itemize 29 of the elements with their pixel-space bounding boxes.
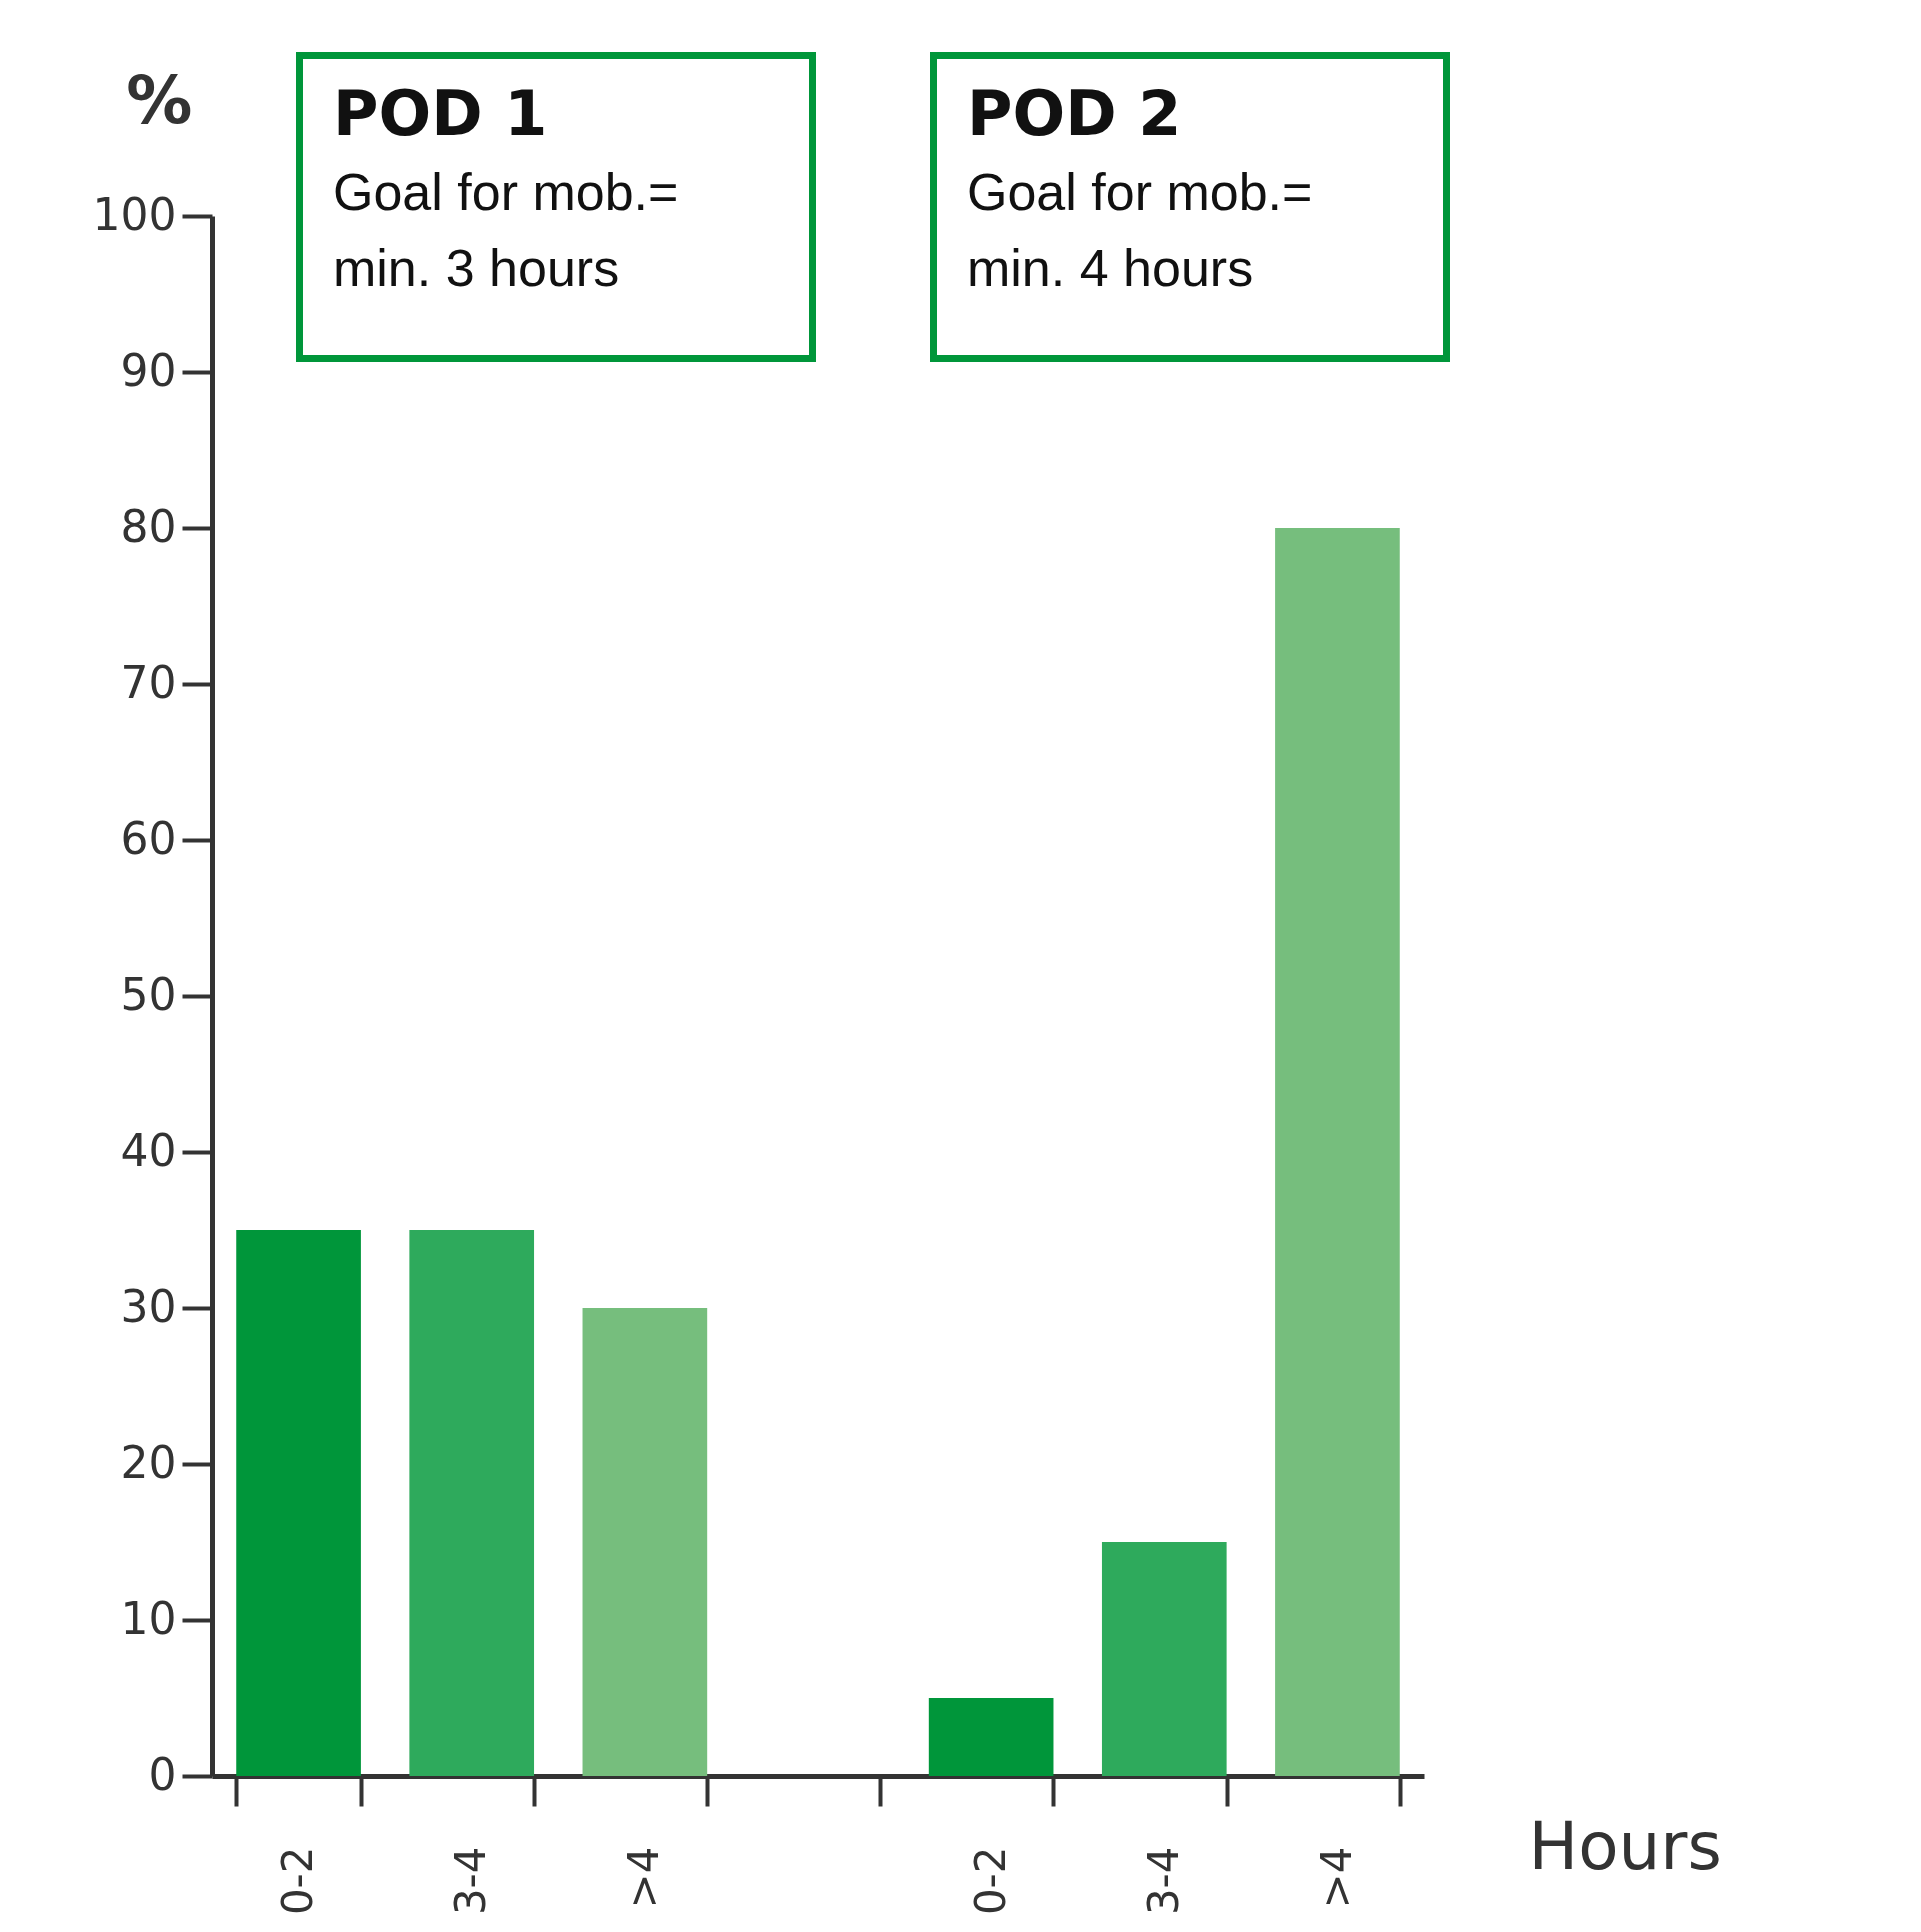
bar (236, 1230, 361, 1776)
x-tick-label: 3-4 (446, 1846, 496, 1916)
y-tick-label: 70 (120, 656, 177, 708)
bar (582, 1308, 708, 1776)
bar (1275, 528, 1400, 1776)
x-tick-label: >4 (619, 1846, 669, 1909)
y-tick-label: 90 (120, 344, 177, 396)
bar (928, 1698, 1054, 1776)
text: POD 1 (333, 77, 549, 152)
y-tick-label: 60 (120, 812, 177, 864)
y-tick-label: 40 (120, 1124, 177, 1176)
x-tick-label: 0-2 (273, 1846, 323, 1916)
annotation: Goal for mob.= min. 3 hours (333, 162, 680, 299)
y-tick-label: 50 (120, 968, 177, 1020)
y-axis-title: % (126, 61, 193, 139)
bar (1101, 1542, 1227, 1776)
x-axis-title: Hours (1528, 1807, 1722, 1885)
y-tick-label: 30 (120, 1280, 177, 1332)
bar (409, 1230, 535, 1776)
x-tick-label: 3-4 (1138, 1846, 1188, 1916)
y-tick-label: 80 (120, 500, 177, 552)
y-tick-label: 0 (148, 1748, 177, 1800)
y-tick-label: 100 (92, 188, 177, 240)
text: POD 2 (967, 77, 1183, 152)
y-tick-label: 10 (120, 1592, 177, 1644)
x-tick-label: 0-2 (965, 1846, 1015, 1916)
y-tick-label: 20 (120, 1436, 177, 1488)
annotation: Goal for mob.= min. 4 hours (967, 162, 1314, 299)
x-tick-label: >4 (1311, 1846, 1361, 1909)
